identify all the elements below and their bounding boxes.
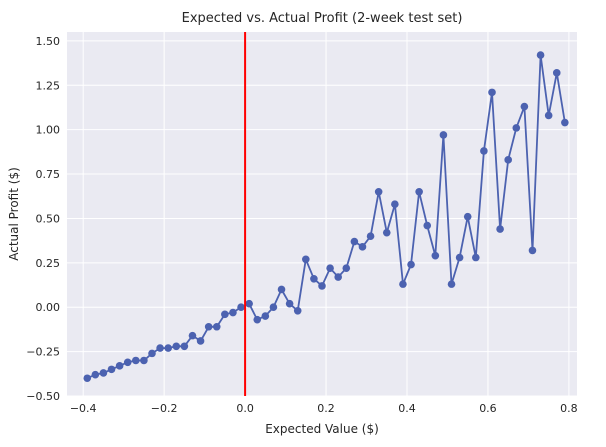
data-point (496, 225, 504, 233)
data-point (123, 358, 132, 367)
data-point (188, 331, 197, 340)
data-point (180, 342, 189, 351)
data-point (552, 69, 561, 77)
data-point (391, 200, 399, 209)
data-point (374, 188, 383, 196)
tick-labels: −0.4 −0.2 0.0 0.2 0.4 0.6 0.8 −0.50 −0.25 0.00 0.2… (26, 35, 577, 415)
data-point (221, 310, 229, 319)
data-point (326, 264, 334, 272)
data-point (115, 362, 124, 370)
data-point (302, 255, 310, 264)
x-axis-label: Expected Value ($) (265, 422, 379, 436)
data-point (528, 246, 537, 255)
data-point (520, 102, 529, 111)
data-point (472, 253, 480, 262)
x-tick-label: 0.4 (398, 402, 416, 415)
data-point (148, 349, 156, 358)
data-point (334, 273, 342, 281)
x-tick-label: 0.6 (479, 402, 497, 415)
data-point (342, 264, 351, 272)
y-tick-label: −0.25 (26, 346, 60, 359)
data-point (140, 356, 148, 365)
data-point (310, 275, 318, 283)
x-tick-label: −0.2 (151, 402, 178, 415)
data-points (83, 51, 569, 383)
y-tick-label: 0.00 (36, 301, 61, 314)
y-tick-label: 1.50 (36, 35, 61, 48)
data-point (83, 374, 92, 383)
data-point (447, 280, 456, 288)
data-point (536, 51, 545, 59)
data-point (399, 280, 407, 288)
data-point (561, 118, 569, 127)
data-point (99, 369, 108, 377)
data-point (544, 111, 553, 120)
chart-title: Expected vs. Actual Profit (2-week test … (182, 11, 463, 26)
x-tick-label: 0.0 (236, 402, 254, 415)
y-tick-label: 1.25 (36, 79, 61, 92)
data-point (382, 228, 391, 237)
data-point (480, 147, 488, 155)
data-point (237, 303, 245, 312)
data-point (91, 370, 100, 379)
data-point (261, 312, 270, 320)
data-point (204, 322, 213, 331)
data-point (253, 315, 262, 324)
data-point (358, 243, 367, 251)
data-point (277, 285, 286, 294)
data-point (269, 303, 278, 312)
data-point (488, 88, 496, 97)
data-point (431, 251, 440, 260)
data-point (212, 322, 221, 331)
data-point (196, 337, 205, 345)
data-point (415, 188, 423, 196)
grid-lines (67, 32, 577, 397)
data-point (156, 344, 164, 352)
data-point (285, 299, 294, 308)
plot-area (67, 32, 577, 396)
data-point (350, 237, 359, 246)
data-point (229, 308, 237, 317)
data-point (132, 356, 140, 365)
x-tick-label: −0.4 (70, 402, 97, 415)
data-point (512, 124, 521, 132)
data-point (107, 365, 116, 374)
y-tick-label: 0.25 (36, 257, 61, 270)
data-point (463, 212, 472, 221)
y-tick-label: 0.50 (36, 212, 61, 225)
data-point (504, 156, 512, 164)
data-point (318, 282, 326, 290)
data-point (293, 306, 302, 315)
y-tick-label: 0.75 (36, 168, 61, 181)
data-point (172, 342, 181, 351)
x-tick-label: 0.2 (317, 402, 335, 415)
data-point (164, 344, 172, 352)
y-tick-label: 1.00 (36, 124, 61, 137)
data-point (439, 131, 448, 139)
y-axis-label: Actual Profit ($) (7, 167, 21, 261)
data-point (407, 260, 415, 269)
data-point (366, 232, 375, 240)
data-point (245, 299, 253, 308)
y-tick-label: −0.50 (26, 390, 60, 403)
data-point (423, 221, 432, 230)
data-point (455, 253, 464, 262)
x-tick-label: 0.8 (560, 402, 578, 415)
